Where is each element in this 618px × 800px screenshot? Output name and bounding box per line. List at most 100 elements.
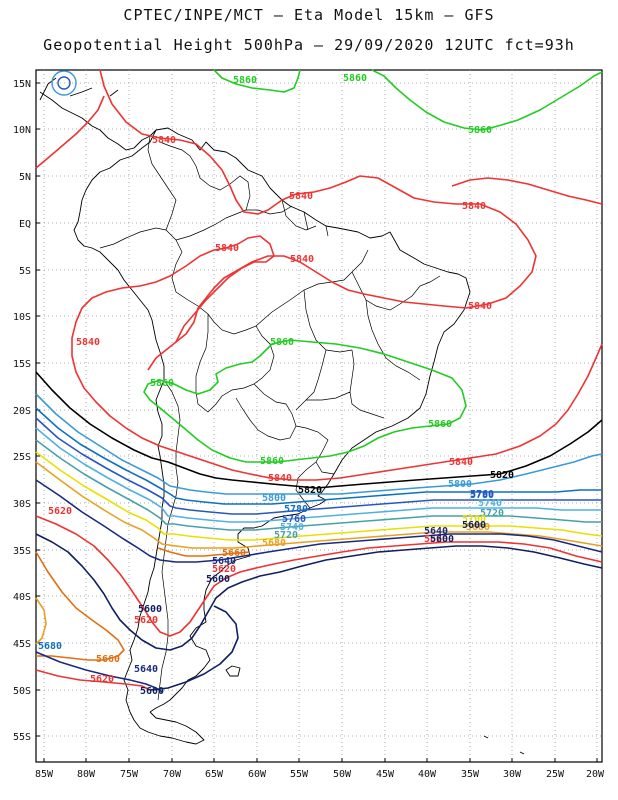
border-venezuela-colombia [147, 135, 177, 231]
contour-label-5860: 5860 [270, 337, 294, 348]
contour-lines [35, 69, 603, 693]
contour-label-5800: 5800 [262, 493, 286, 504]
contour-label-5840: 5840 [76, 337, 100, 348]
contour-label-5820: 5820 [298, 485, 322, 496]
contour-label-5620: 5620 [48, 506, 72, 517]
lat-label: 40S [13, 592, 31, 603]
border-brazil-north [159, 141, 293, 241]
lon-label: 65W [205, 769, 224, 780]
lat-label: 55S [13, 732, 31, 743]
trindade-islands [483, 735, 525, 755]
contour-5840-west [71, 281, 603, 481]
contour-label-5680: 5680 [38, 641, 62, 652]
contour-label-5860: 5860 [428, 419, 452, 430]
contour-label-5840: 5840 [152, 135, 176, 146]
contour-label-5640: 5640 [424, 526, 448, 537]
contour-label-5820: 5820 [490, 470, 514, 481]
contour-label-5620: 5620 [90, 674, 114, 685]
tick-marks [36, 82, 598, 762]
contour-label-5640: 5640 [212, 556, 236, 567]
contour-label-5600: 5600 [462, 520, 486, 531]
contour-label-5840: 5840 [462, 201, 486, 212]
map-title-line2: Geopotential Height 500hPa — 29/09/2020 … [43, 36, 575, 54]
lat-label: 15N [13, 79, 31, 90]
contour-label-5740: 5740 [280, 522, 304, 533]
lon-label: 55W [290, 769, 309, 780]
contour-label-5600: 5600 [206, 574, 230, 585]
contour-label-5780: 5780 [284, 504, 308, 515]
contour-label-5840: 5840 [215, 243, 239, 254]
contour-5600-main [35, 533, 603, 651]
contour-label-5760: 5760 [282, 514, 306, 525]
border-chile-argentina [157, 379, 181, 701]
contour-label-5860: 5860 [343, 73, 367, 84]
lon-label: 40W [418, 769, 437, 780]
border-paraguay [235, 383, 297, 441]
contour-5840-northwest [155, 235, 275, 343]
contour-5680-main [35, 461, 603, 549]
contour-5700 [35, 451, 603, 541]
contour-5660-b [157, 547, 251, 557]
map-title-line1: CPTEC/INPE/MCT — Eta Model 15km — GFS [123, 6, 495, 24]
lon-label: 35W [461, 769, 480, 780]
central-america-coast [39, 91, 157, 151]
contour-label-5620: 5620 [212, 564, 236, 575]
falklands [225, 665, 241, 677]
tierra-del-fuego [129, 711, 205, 745]
lat-label: 10N [13, 125, 31, 136]
contour-5740 [35, 427, 602, 523]
contour-label-5860: 5860 [150, 378, 174, 389]
contour-label-5840: 5840 [290, 254, 314, 265]
contour-5720 [35, 439, 602, 531]
coastlines [39, 77, 525, 755]
border-peru-brazil [171, 251, 215, 323]
lon-label: 60W [248, 769, 267, 780]
lon-label: 30W [503, 769, 522, 780]
south-america-coast [149, 127, 471, 713]
contour-5840-nw-corner [35, 95, 105, 169]
contour-label-5720: 5720 [274, 530, 298, 541]
contour-5860-south [143, 339, 467, 463]
graticule [36, 70, 602, 762]
lon-label: 70W [163, 769, 182, 780]
contour-label-5620: 5620 [134, 615, 158, 626]
contour-label-5700: 5700 [462, 514, 486, 525]
contour-label-5800: 5800 [448, 479, 472, 490]
lon-label: 80W [77, 769, 96, 780]
contour-5840-north [99, 69, 537, 371]
contour-label-5860: 5860 [260, 456, 284, 467]
lon-label: 50W [333, 769, 352, 780]
contour-5640 [35, 479, 603, 563]
contour-label-5840: 5840 [268, 473, 292, 484]
contour-5600-loop [149, 605, 239, 691]
contour-ring-inner [57, 76, 71, 90]
lat-label: 15S [13, 359, 31, 370]
contour-5780 [35, 407, 602, 505]
lon-label: 25W [546, 769, 565, 780]
lat-label: 30S [13, 499, 31, 510]
lat-label: 25S [13, 452, 31, 463]
contour-5660 [35, 551, 125, 661]
border-guianas [281, 199, 329, 237]
contour-label-5640: 5640 [134, 664, 158, 675]
lat-label: 35S [13, 546, 31, 557]
contour-label-5760: 5760 [470, 489, 494, 500]
country-borders [99, 135, 441, 701]
contour-5620-main [35, 515, 603, 637]
border-uruguay [295, 461, 317, 509]
contour-5820 [35, 371, 603, 489]
contour-label-5860: 5860 [233, 75, 257, 86]
lon-label: 75W [120, 769, 139, 780]
lat-label: 10S [13, 312, 31, 323]
contour-label-5680: 5680 [466, 522, 490, 533]
lat-label: 20S [13, 406, 31, 417]
lon-label: 85W [35, 769, 54, 780]
border-argentina-brazil [295, 425, 335, 475]
lat-label: 50S [13, 686, 31, 697]
contour-ring-outer [51, 70, 77, 96]
contour-label-5840: 5840 [289, 191, 313, 202]
contour-5760 [35, 417, 602, 515]
contour-label-5720: 5720 [480, 508, 504, 519]
lon-label: 20W [586, 769, 605, 780]
